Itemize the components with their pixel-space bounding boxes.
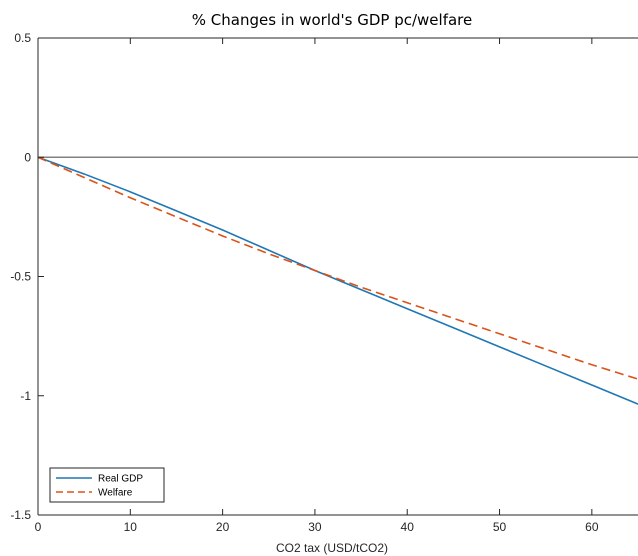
- x-tick-label: 10: [124, 520, 138, 534]
- x-axis-ticks: 0 10 20 30 40 50 60: [35, 38, 599, 534]
- legend: Real GDP Welfare: [49, 467, 165, 503]
- y-tick-label: -1: [20, 389, 31, 403]
- y-tick-label: -1.5: [10, 508, 31, 522]
- plot-background: [38, 38, 638, 515]
- plot-area: [38, 38, 638, 515]
- x-tick-label: 40: [401, 520, 415, 534]
- series-line-welfare: [37, 156, 638, 380]
- x-tick-label: 0: [35, 520, 42, 534]
- chart-title: % Changes in world's GDP pc/welfare: [192, 11, 473, 29]
- legend-box: [49, 467, 165, 503]
- y-tick-label: -0.5: [10, 270, 31, 284]
- series-layer: [37, 156, 638, 405]
- y-tick-label: 0.5: [14, 31, 31, 45]
- series-line-real-gdp: [37, 156, 638, 405]
- x-tick-label: 60: [585, 520, 599, 534]
- legend-label-real-gdp: Real GDP: [98, 474, 143, 485]
- y-axis-ticks: 0.5 0 -0.5 -1 -1.5: [10, 31, 44, 522]
- y-tick-label: 0: [24, 150, 31, 164]
- x-tick-label: 50: [493, 520, 507, 534]
- x-tick-label: 30: [308, 520, 322, 534]
- x-axis-label: CO2 tax (USD/tCO2): [276, 541, 388, 555]
- x-tick-label: 20: [216, 520, 230, 534]
- legend-label-welfare: Welfare: [98, 488, 133, 499]
